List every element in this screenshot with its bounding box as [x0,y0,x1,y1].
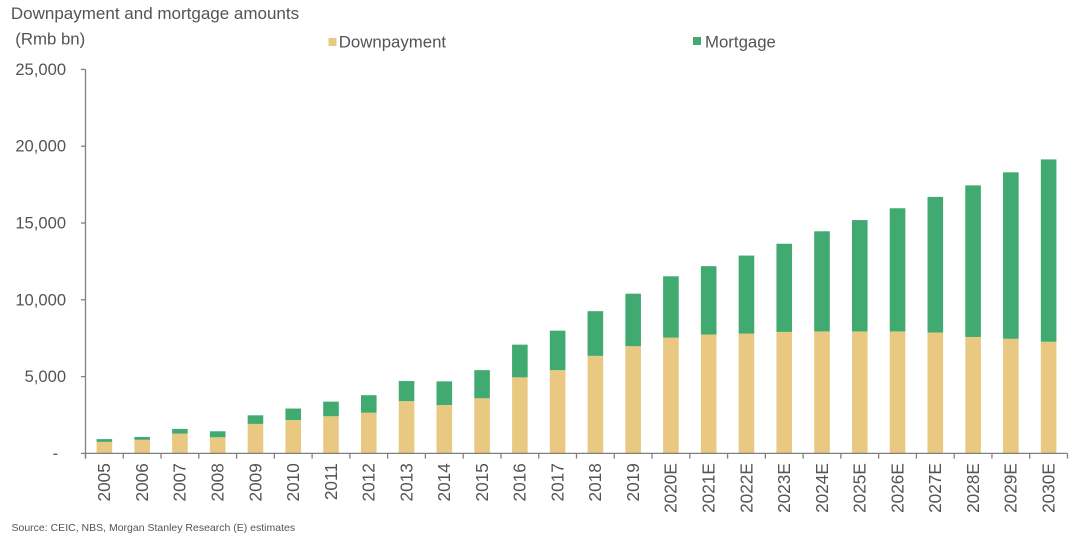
svg-text:2028E: 2028E [963,463,983,513]
svg-text:2024E: 2024E [812,463,832,513]
svg-text:2016: 2016 [510,463,530,501]
svg-text:2017: 2017 [547,463,567,501]
svg-text:2029E: 2029E [1001,463,1021,513]
svg-text:2018: 2018 [585,463,605,501]
svg-text:2026E: 2026E [887,463,907,513]
svg-text:-: - [53,444,59,463]
svg-text:2008: 2008 [207,463,227,501]
svg-text:2007: 2007 [170,463,190,501]
svg-text:2025E: 2025E [850,463,870,513]
svg-text:2009: 2009 [245,463,265,501]
svg-text:2014: 2014 [434,463,454,502]
svg-text:2011: 2011 [321,463,341,500]
svg-text:20,000: 20,000 [15,137,66,156]
svg-text:2006: 2006 [132,463,152,501]
svg-text:2021E: 2021E [698,463,718,513]
svg-text:2010: 2010 [283,463,303,501]
svg-text:Mortgage: Mortgage [705,32,776,51]
svg-text:Source: CEIC, NBS, Morgan Stan: Source: CEIC, NBS, Morgan Stanley Resear… [12,522,296,534]
svg-text:Downpayment and mortgage amoun: Downpayment and mortgage amounts [11,4,299,23]
svg-text:10,000: 10,000 [15,290,66,309]
svg-text:15,000: 15,000 [15,214,66,233]
svg-text:2005: 2005 [94,463,114,501]
svg-text:2019: 2019 [623,463,643,501]
svg-text:2015: 2015 [472,463,492,501]
svg-text:2013: 2013 [396,463,416,501]
svg-text:2023E: 2023E [774,463,794,513]
svg-text:2027E: 2027E [925,463,945,513]
svg-text:(Rmb bn): (Rmb bn) [15,29,85,48]
svg-text:2012: 2012 [359,463,379,501]
svg-text:5,000: 5,000 [25,367,67,386]
svg-text:2020E: 2020E [661,463,681,513]
svg-text:2022E: 2022E [736,463,756,513]
svg-text:Downpayment: Downpayment [339,32,447,51]
svg-text:25,000: 25,000 [15,60,66,79]
svg-text:2030E: 2030E [1038,463,1058,513]
